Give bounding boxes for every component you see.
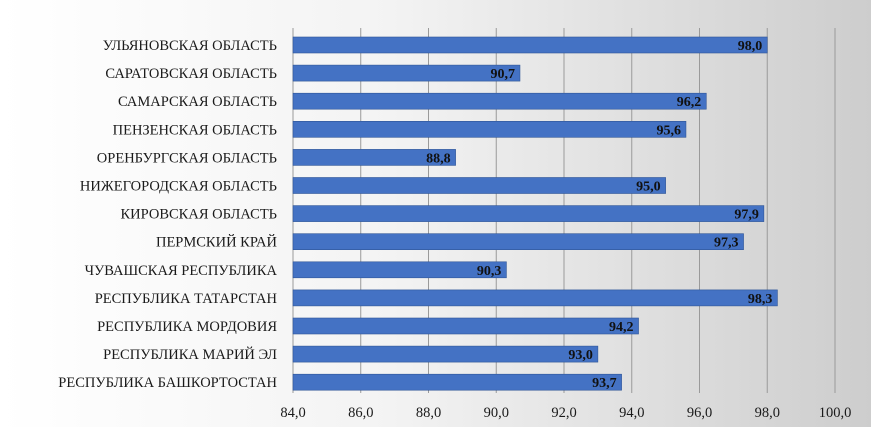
bar <box>292 36 768 54</box>
x-tick-label: 98,0 <box>755 405 780 421</box>
x-tick-label: 84,0 <box>280 405 305 421</box>
x-tick-label: 94,0 <box>619 405 644 421</box>
bar <box>292 373 622 391</box>
bar <box>292 64 521 82</box>
bar <box>292 121 687 138</box>
category-label: РЕСПУБЛИКА БАШКОРТОСТАН <box>58 375 277 391</box>
data-label: 93,7 <box>592 376 617 391</box>
data-label: 88,8 <box>426 151 451 166</box>
x-tick-label: 96,0 <box>687 405 712 421</box>
data-label: 97,3 <box>714 236 739 251</box>
bars <box>292 36 778 391</box>
category-label: ПЕНЗЕНСКАЯ ОБЛАСТЬ <box>113 122 277 138</box>
bar <box>292 92 707 110</box>
bar <box>292 233 744 250</box>
category-label: РЕСПУБЛИКА МАРИЙ ЭЛ <box>103 346 277 363</box>
x-tick-label: 88,0 <box>416 405 441 421</box>
data-label: 98,3 <box>748 292 773 307</box>
category-label: ОРЕНБУРГСКАЯ ОБЛАСТЬ <box>97 150 277 166</box>
x-tick-label: 92,0 <box>551 405 576 421</box>
category-label: ПЕРМСКИЙ КРАЙ <box>156 234 278 251</box>
data-label: 90,3 <box>477 264 502 279</box>
data-label: 95,0 <box>636 180 661 195</box>
data-label: 96,2 <box>677 95 702 110</box>
data-labels: 98,0 90,7 96,2 95,6 88,8 95,0 97,9 97,3 90,3 98,3… <box>426 39 772 391</box>
category-labels: УЛЬЯНОВСКАЯ ОБЛАСТЬ САРАТОВСКАЯ ОБЛАСТЬ СА… <box>58 38 277 391</box>
category-label: САМАРСКАЯ ОБЛАСТЬ <box>118 94 277 110</box>
bar <box>292 317 639 335</box>
x-tick-label: 100,0 <box>819 405 852 421</box>
bar <box>292 177 666 194</box>
bar <box>292 205 765 222</box>
data-label: 97,9 <box>734 208 759 223</box>
data-label: 94,2 <box>609 320 634 335</box>
data-label: 90,7 <box>490 67 515 82</box>
category-label: КИРОВСКАЯ ОБЛАСТЬ <box>120 207 277 223</box>
category-label: НИЖЕГОРОДСКАЯ ОБЛАСТЬ <box>80 179 277 195</box>
x-axis-tick-labels: 84,0 86,0 88,0 90,0 92,0 94,0 96,0 98,0 100,0 <box>280 405 851 421</box>
category-label: САРАТОВСКАЯ ОБЛАСТЬ <box>105 66 277 82</box>
data-label: 98,0 <box>738 39 763 54</box>
bar <box>292 289 778 307</box>
data-label: 93,0 <box>568 348 593 363</box>
x-tick-label: 86,0 <box>348 405 373 421</box>
category-label: РЕСПУБЛИКА ТАТАРСТАН <box>95 291 278 307</box>
category-label: УЛЬЯНОВСКАЯ ОБЛАСТЬ <box>103 38 277 54</box>
data-label: 95,6 <box>656 123 681 138</box>
category-label: ЧУВАШСКАЯ РЕСПУБЛИКА <box>85 263 278 279</box>
bar <box>292 345 599 363</box>
bar <box>292 149 456 166</box>
category-label: РЕСПУБЛИКА МОРДОВИЯ <box>97 319 277 335</box>
x-tick-label: 90,0 <box>484 405 509 421</box>
bar <box>292 261 507 279</box>
